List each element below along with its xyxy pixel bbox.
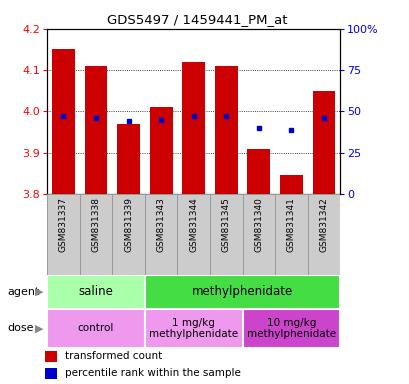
Bar — [144, 275, 339, 309]
Bar — [307, 194, 339, 275]
Bar — [45, 367, 57, 379]
Bar — [242, 309, 339, 348]
Bar — [47, 309, 144, 348]
Bar — [279, 175, 302, 194]
Text: GSM831341: GSM831341 — [286, 197, 295, 252]
Text: 1 mg/kg
methylphenidate: 1 mg/kg methylphenidate — [149, 318, 238, 339]
Bar — [182, 62, 204, 194]
Bar — [149, 107, 172, 194]
Text: saline: saline — [79, 285, 113, 298]
Bar — [214, 66, 237, 194]
Bar — [112, 194, 144, 275]
Bar — [274, 194, 307, 275]
Bar — [209, 194, 242, 275]
Text: methylphenidate: methylphenidate — [191, 285, 292, 298]
Bar — [312, 91, 335, 194]
Text: GSM831337: GSM831337 — [59, 197, 68, 252]
Text: GDS5497 / 1459441_PM_at: GDS5497 / 1459441_PM_at — [106, 13, 286, 26]
Text: dose: dose — [7, 323, 34, 333]
Text: GSM831343: GSM831343 — [156, 197, 165, 252]
Text: GSM831338: GSM831338 — [91, 197, 100, 252]
Text: ▶: ▶ — [35, 323, 43, 333]
Bar — [242, 194, 274, 275]
Bar — [144, 194, 177, 275]
Text: GSM831342: GSM831342 — [319, 197, 328, 252]
Text: GSM831339: GSM831339 — [124, 197, 133, 252]
Text: ▶: ▶ — [35, 287, 43, 297]
Bar — [47, 275, 144, 309]
Bar — [247, 149, 270, 194]
Bar — [144, 309, 242, 348]
Text: GSM831340: GSM831340 — [254, 197, 263, 252]
Text: agent: agent — [7, 287, 40, 297]
Bar — [117, 124, 139, 194]
Bar — [47, 194, 79, 275]
Bar — [177, 194, 209, 275]
Bar — [84, 66, 107, 194]
Text: percentile rank within the sample: percentile rank within the sample — [65, 368, 240, 378]
Text: GSM831345: GSM831345 — [221, 197, 230, 252]
Text: control: control — [78, 323, 114, 333]
Bar — [45, 351, 57, 362]
Bar — [79, 194, 112, 275]
Text: GSM831344: GSM831344 — [189, 197, 198, 252]
Text: transformed count: transformed count — [65, 351, 162, 361]
Text: 10 mg/kg
methylphenidate: 10 mg/kg methylphenidate — [246, 318, 335, 339]
Bar — [52, 50, 75, 194]
